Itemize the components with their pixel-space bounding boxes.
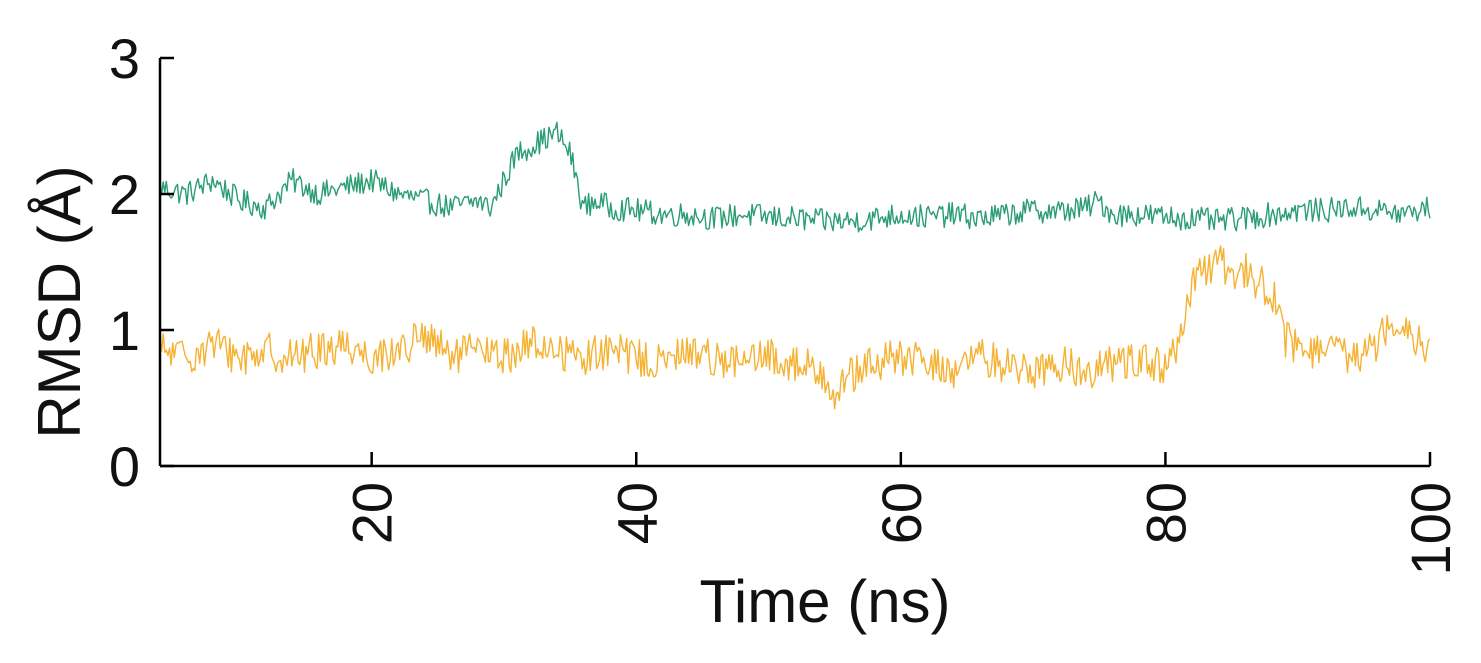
x-tick-label-40: 40 [605,482,668,544]
ticks-layer: 0 1 2 3 20 40 60 80 100 [109,27,1462,575]
x-tick-label-100: 100 [1399,482,1462,575]
x-tick-label-20: 20 [341,482,404,544]
series-layer [159,121,1431,410]
y-tick-label-3: 3 [109,27,140,90]
y-tick-label-0: 0 [109,435,140,498]
series-line-2 [159,245,1431,410]
y-tick-label-1: 1 [109,299,140,362]
y-tick-label-2: 2 [109,163,140,226]
axes-layer [158,58,1430,468]
x-axis-title: Time (ns) [699,568,950,635]
y-axis-title: RMSD (Å) [26,165,93,438]
x-tick-label-80: 80 [1134,482,1197,544]
x-tick-label-60: 60 [870,482,933,544]
series-line-1 [159,121,1431,233]
